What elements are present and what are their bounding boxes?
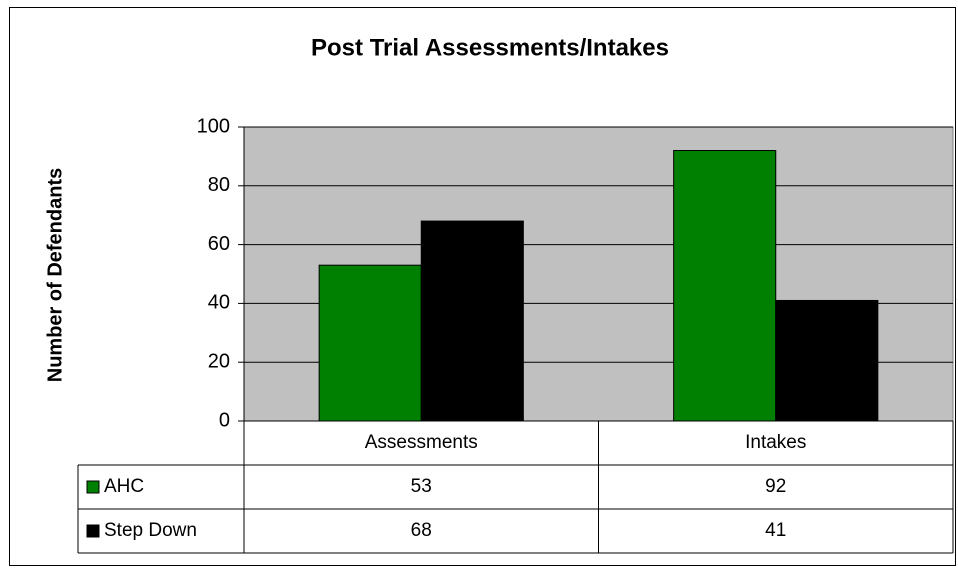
y-tick-label: 100 [197, 115, 230, 137]
y-tick-label: 80 [208, 174, 230, 196]
table-value: 92 [765, 476, 786, 497]
y-tick-label: 20 [208, 350, 230, 372]
legend-key [86, 524, 100, 538]
table-value: 68 [411, 520, 432, 541]
legend-label: AHC [104, 476, 144, 497]
y-axis-label: Number of Defendants [44, 168, 66, 382]
legend-label: Step Down [104, 520, 197, 541]
table-value: 53 [411, 476, 432, 497]
y-tick-label: 40 [208, 292, 230, 314]
bar [318, 264, 422, 422]
bar [775, 299, 879, 422]
y-tick-label: 0 [219, 409, 230, 431]
chart-title: Post Trial Assessments/Intakes [311, 34, 669, 61]
legend-key [86, 480, 100, 494]
x-tick-label: Intakes [745, 432, 806, 453]
y-tick-label: 60 [208, 233, 230, 255]
x-tick-label: Assessments [365, 432, 478, 453]
bar [673, 150, 777, 422]
table-value: 41 [765, 520, 786, 541]
bar [420, 220, 524, 422]
